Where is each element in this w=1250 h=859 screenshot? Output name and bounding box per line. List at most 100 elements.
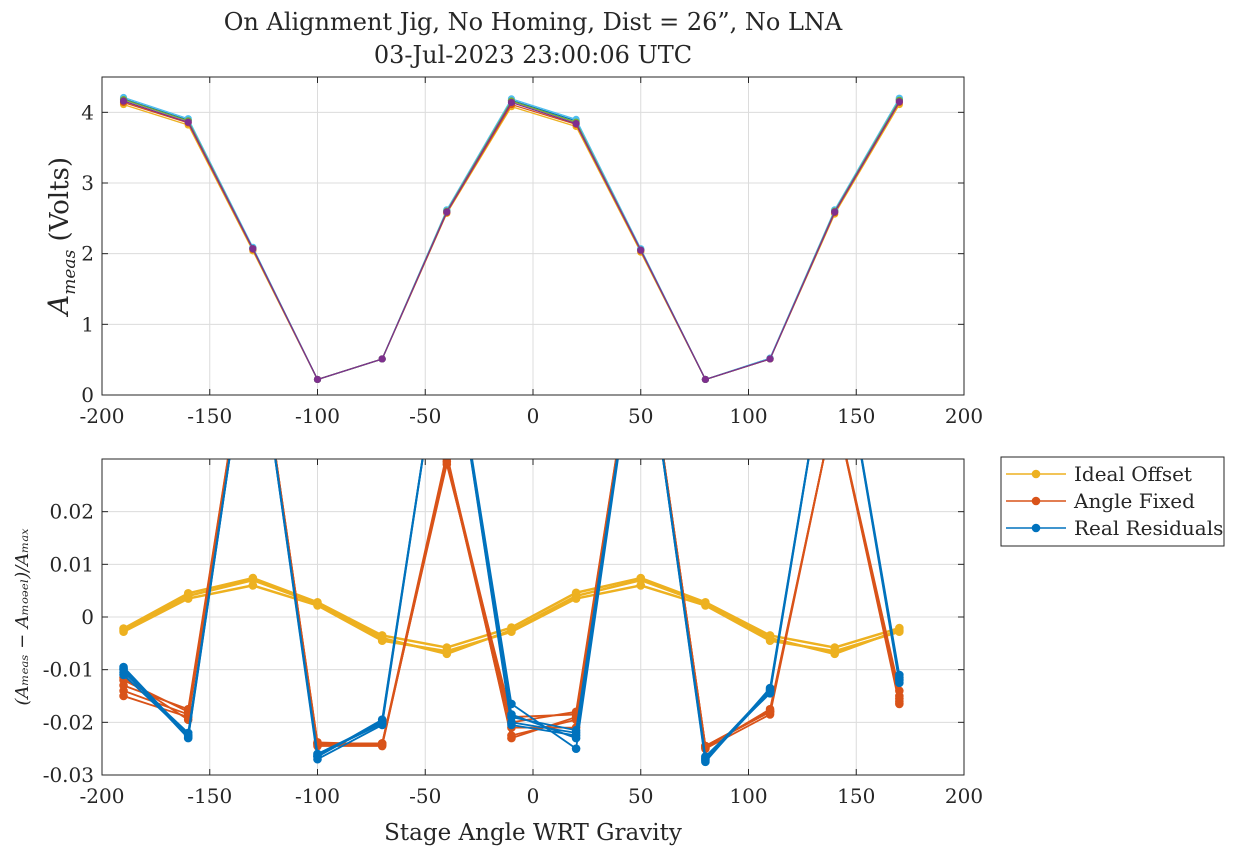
top-xtick-label: 0 xyxy=(527,404,540,428)
top-y-tick-labels: 0 1 2 3 4 xyxy=(81,100,94,407)
top-series-5 xyxy=(119,97,903,384)
bottom-data-point xyxy=(507,710,516,719)
figure-title-line2: 03-Jul-2023 23:00:06 UTC xyxy=(374,41,692,69)
top-axes: -200 -150 -100 -50 0 50 100 150 200 0 1 2 3 4 Ameas … xyxy=(42,76,984,428)
bottom-data-point xyxy=(377,636,387,645)
bottom-data-point xyxy=(895,627,904,637)
bottom-data-point xyxy=(442,646,452,656)
legend: Ideal Offset Angle Fixed Real Residuals xyxy=(1000,456,1225,547)
bottom-data-point xyxy=(249,297,258,306)
bottom-xtick-label: -50 xyxy=(409,784,441,808)
bottom-data-point xyxy=(507,720,516,730)
bottom-data-point xyxy=(249,297,258,306)
bottom-data-point xyxy=(248,581,258,590)
bottom-data-point xyxy=(571,744,581,753)
bottom-data-point xyxy=(765,636,775,645)
bottom-data-point xyxy=(701,601,710,610)
bottom-data-point xyxy=(249,297,258,306)
top-y-axis-label: Ameas (Volts) xyxy=(42,157,80,318)
bottom-ytick-label: 0.02 xyxy=(49,500,94,524)
bottom-data-point xyxy=(377,719,387,728)
top-ylabel-rest: (Volts) xyxy=(45,157,75,250)
bottom-y-axis-label: (Aₘₑₐₛ − Aₘₒₔₑₗ)/Aₘₐₓ xyxy=(12,528,33,706)
bottom-x-tick-labels: -200 -150 -100 -50 0 50 100 150 200 xyxy=(80,784,984,808)
top-series-line xyxy=(123,100,900,381)
top-series-1 xyxy=(119,98,903,384)
bottom-data-point xyxy=(830,297,839,306)
bottom-series-8 xyxy=(119,297,904,767)
bottom-data-point xyxy=(249,297,258,306)
legend-label: Angle Fixed xyxy=(1073,489,1195,513)
top-data-point xyxy=(378,355,386,363)
legend-label: Real Residuals xyxy=(1074,516,1223,540)
bottom-axes: -200 -150 -100 -50 0 50 100 150 200 -0.03-0.02-0… xyxy=(12,297,984,846)
bottom-ytick-label: -0.01 xyxy=(43,658,94,682)
bottom-series-9 xyxy=(119,297,904,764)
top-data-point xyxy=(313,375,322,384)
bottom-data-point xyxy=(119,670,128,680)
top-xtick-label: -200 xyxy=(80,404,125,428)
bottom-data-point xyxy=(443,297,452,306)
bottom-xtick-label: -100 xyxy=(295,784,340,808)
top-ytick-label: 1 xyxy=(81,312,94,336)
bottom-data-point xyxy=(183,732,193,742)
bottom-data-point xyxy=(443,297,452,306)
top-data-point xyxy=(443,208,451,216)
legend-entry: Ideal Offset xyxy=(1006,462,1192,486)
bottom-data-point xyxy=(830,297,839,306)
bottom-axes-box xyxy=(101,458,965,776)
bottom-xtick-label: 150 xyxy=(837,784,875,808)
top-ytick-label: 2 xyxy=(81,242,94,266)
bottom-data-point xyxy=(507,731,516,740)
bottom-series-line xyxy=(122,459,901,762)
top-xtick-label: 50 xyxy=(628,404,653,428)
bottom-data-point xyxy=(830,297,839,306)
bottom-data-point xyxy=(249,297,258,306)
bottom-x-axis-label: Stage Angle WRT Gravity xyxy=(384,820,682,846)
top-xtick-label: 150 xyxy=(837,404,875,428)
legend-entry: Real Residuals xyxy=(1006,516,1223,540)
bottom-series-7 xyxy=(119,459,904,751)
top-ytick-label: 0 xyxy=(81,383,94,407)
top-data-point xyxy=(572,120,580,128)
top-x-tick-labels: -200 -150 -100 -50 0 50 100 150 200 xyxy=(80,404,984,428)
figure-title-line1: On Alignment Jig, No Homing, Dist = 26”,… xyxy=(224,8,843,36)
bottom-series-line xyxy=(122,459,901,760)
bottom-series-line xyxy=(123,459,901,747)
top-xtick-label: 100 xyxy=(729,404,767,428)
bottom-data-point xyxy=(313,601,322,610)
top-ytick-label: 3 xyxy=(81,171,94,195)
bottom-series-line xyxy=(123,459,901,749)
top-series-4 xyxy=(119,96,903,384)
legend-entries: Ideal Offset Angle Fixed Real Residuals xyxy=(1006,462,1223,540)
bottom-series-10 xyxy=(119,297,904,761)
bottom-data-point xyxy=(249,297,258,306)
bottom-ytick-label: 0.01 xyxy=(49,552,94,576)
bottom-xtick-label: -200 xyxy=(80,784,125,808)
bottom-data-point xyxy=(701,755,710,765)
bottom-xtick-label: 200 xyxy=(945,784,983,808)
bottom-data-point xyxy=(119,664,128,673)
top-xtick-label: -100 xyxy=(295,404,340,428)
bottom-data-point xyxy=(636,581,646,590)
bottom-data-point xyxy=(443,297,452,306)
top-series-2 xyxy=(119,95,903,384)
bottom-series-line xyxy=(123,459,901,747)
bottom-xtick-label: 50 xyxy=(628,784,653,808)
bottom-series-2 xyxy=(119,581,904,656)
top-data-point xyxy=(507,98,516,107)
bottom-data-point xyxy=(830,646,839,656)
bottom-series-3 xyxy=(119,297,904,751)
legend-swatch-marker xyxy=(1031,469,1041,479)
bottom-xtick-label: 100 xyxy=(729,784,767,808)
top-series-line xyxy=(123,98,900,381)
bottom-data-point xyxy=(895,674,904,684)
top-xtick-label: -50 xyxy=(409,404,441,428)
top-data-point xyxy=(637,246,645,254)
top-data-point xyxy=(831,208,839,216)
bottom-data-point xyxy=(443,297,452,306)
bottom-series-line xyxy=(123,459,901,750)
bottom-series-line xyxy=(123,459,901,747)
bottom-series-line xyxy=(122,459,901,758)
top-series-line xyxy=(123,96,900,381)
